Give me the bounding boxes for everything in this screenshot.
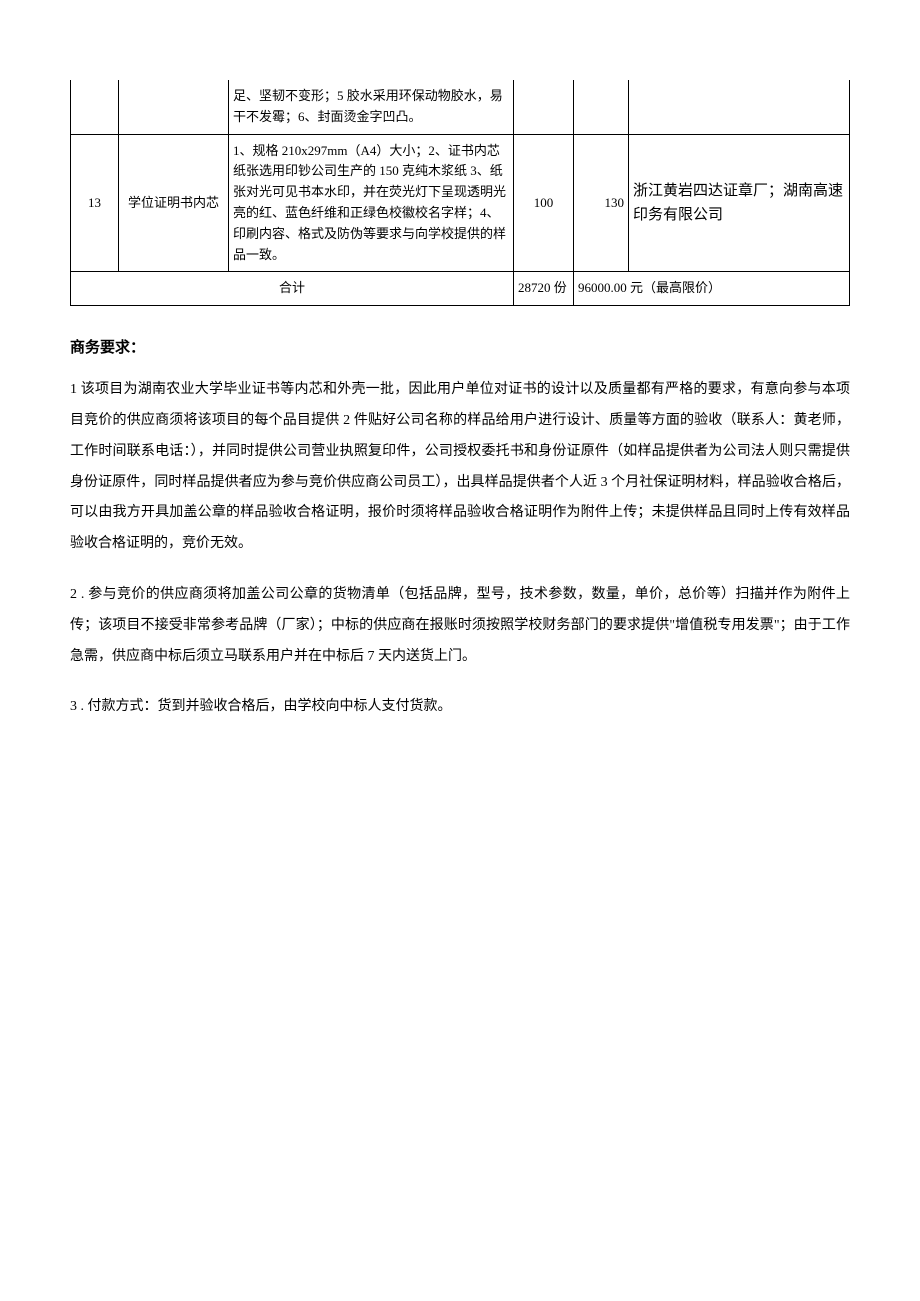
- paragraph-3: 3 . 付款方式：货到并验收合格后，由学校向中标人支付货款。: [70, 692, 850, 723]
- cell-price: [574, 80, 629, 134]
- cell-supplier: 浙江黄岩四达证章厂；湖南高速印务有限公司: [629, 134, 850, 272]
- cell-num: 13: [71, 134, 119, 272]
- paragraph-1: 1 该项目为湖南农业大学毕业证书等内芯和外壳一批，因此用户单位对证书的设计以及质…: [70, 375, 850, 560]
- cell-spec: 1、规格 210x297mm（A4）大小；2、证书内芯纸张选用印钞公司生产的 1…: [229, 134, 514, 272]
- cell-qty: 100: [514, 134, 574, 272]
- table-row: 13 学位证明书内芯 1、规格 210x297mm（A4）大小；2、证书内芯纸张…: [71, 134, 850, 272]
- paragraph-2: 2 . 参与竞价的供应商须将加盖公司公章的货物清单（包括品牌，型号，技术参数，数…: [70, 580, 850, 672]
- cell-total-qty: 28720 份: [514, 272, 574, 306]
- cell-total-price: 96000.00 元（最高限价）: [574, 272, 850, 306]
- cell-spec: 足、坚韧不变形；5 胶水采用环保动物胶水，易干不发霉；6、封面烫金字凹凸。: [229, 80, 514, 134]
- section-heading: 商务要求：: [70, 336, 850, 357]
- cell-supplier: [629, 80, 850, 134]
- cell-name: 学位证明书内芯: [119, 134, 229, 272]
- cell-num: [71, 80, 119, 134]
- spec-table: 足、坚韧不变形；5 胶水采用环保动物胶水，易干不发霉；6、封面烫金字凹凸。 13…: [70, 80, 850, 306]
- cell-total-label: 合计: [71, 272, 514, 306]
- cell-name: [119, 80, 229, 134]
- cell-price: 130: [574, 134, 629, 272]
- cell-qty: [514, 80, 574, 134]
- table-row-total: 合计 28720 份 96000.00 元（最高限价）: [71, 272, 850, 306]
- table-row-partial: 足、坚韧不变形；5 胶水采用环保动物胶水，易干不发霉；6、封面烫金字凹凸。: [71, 80, 850, 134]
